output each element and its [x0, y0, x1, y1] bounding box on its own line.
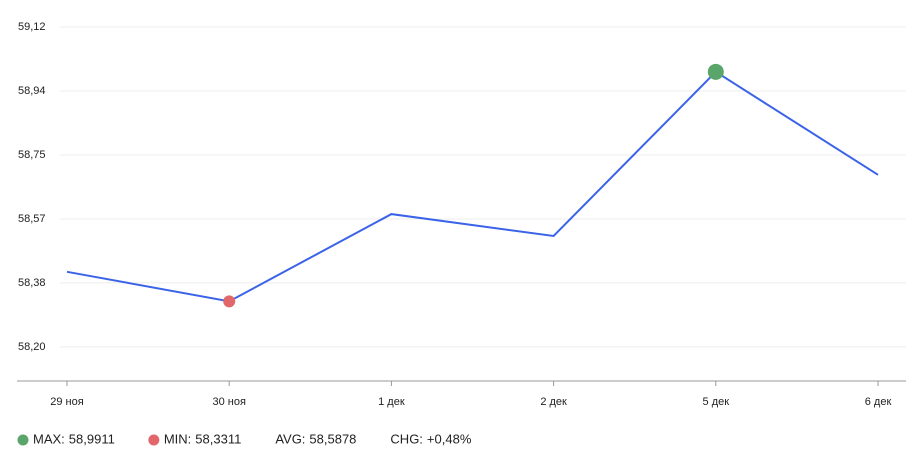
- stat-value: +0,48%: [427, 431, 472, 446]
- stat-label: AVG:: [275, 431, 305, 446]
- x-tick-label: 30 ноя: [212, 396, 245, 408]
- stat-dot: [148, 434, 160, 446]
- x-tick-label: 1 дек: [378, 396, 405, 408]
- stat-value: 58,9911: [69, 431, 115, 446]
- stat-value: 58,5878: [309, 431, 356, 446]
- x-tick-label: 5 дек: [703, 396, 730, 408]
- stat: MIN: 58,3311: [148, 431, 241, 446]
- stat: AVG: 58,5878: [275, 431, 356, 446]
- y-tick-label: 58,20: [18, 341, 46, 353]
- x-tick-label: 29 ноя: [50, 396, 83, 408]
- max-marker: [707, 63, 724, 80]
- min-marker: [223, 295, 236, 308]
- stat-label: CHG:: [390, 431, 423, 446]
- line: [66, 70, 879, 303]
- stat-label: MIN:: [164, 431, 191, 446]
- x-tick-label: 2 дек: [540, 396, 567, 408]
- x-tick-label: 6 дек: [865, 396, 892, 408]
- y-tick-label: 59,12: [18, 21, 46, 33]
- y-tick-label: 58,75: [18, 149, 46, 161]
- stat-dot: [17, 434, 29, 446]
- stat-label: MAX:: [33, 431, 65, 446]
- stat-value: 58,3311: [195, 431, 241, 446]
- y-tick-label: 58,94: [18, 85, 46, 97]
- stat: MAX: 58,9911: [17, 431, 115, 446]
- y-tick-label: 58,38: [18, 277, 46, 289]
- y-tick-label: 58,57: [18, 213, 46, 225]
- stat: CHG: +0,48%: [390, 431, 471, 446]
